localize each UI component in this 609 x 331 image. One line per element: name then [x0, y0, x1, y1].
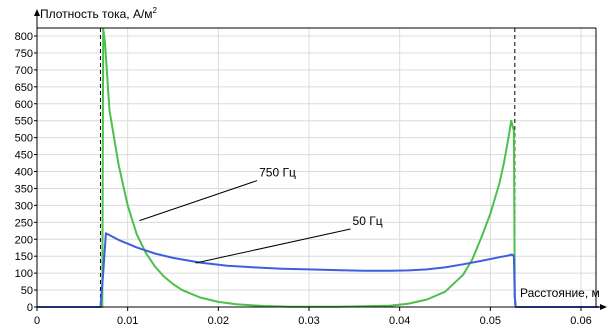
y-tick-label: 400	[15, 167, 33, 179]
y-tick-label: 500	[15, 133, 33, 145]
y-tick-label: 0	[27, 302, 33, 314]
axes	[34, 9, 607, 310]
y-tick-label: 450	[15, 150, 33, 162]
y-tick-label: 150	[15, 251, 33, 263]
x-axis-title: Расстояние, м	[520, 286, 600, 300]
x-tick-label: 0.05	[480, 315, 501, 327]
series-line	[37, 232, 600, 308]
y-tick-label: 200	[15, 234, 33, 246]
y-tick-label: 300	[15, 200, 33, 212]
y-tick-label: 600	[15, 99, 33, 111]
x-tick-label: 0.01	[117, 315, 138, 327]
y-axis-arrow	[34, 9, 40, 16]
y-tick-label: 250	[15, 217, 33, 229]
annotation-label: 50 Гц	[353, 214, 383, 228]
annotation-leader-line	[139, 180, 258, 222]
y-tick-label: 750	[15, 48, 33, 60]
x-axis-arrow	[600, 304, 607, 310]
y-axis-title: Плотность тока, А/м2	[40, 6, 158, 21]
y-axis-title-superscript: 2	[153, 6, 158, 15]
x-tick-label: 0.03	[298, 315, 319, 327]
annotation-leader-line	[195, 228, 351, 264]
y-tick-label: 700	[15, 65, 33, 77]
y-tick-label: 550	[15, 116, 33, 128]
y-tick-label: 800	[15, 31, 33, 43]
annotation-layer: 750 Гц 50 Гц	[139, 166, 383, 264]
y-axis-title-text: Плотность тока, А/м	[40, 7, 153, 21]
x-tick-label: 0.04	[389, 315, 410, 327]
y-tick-label: 350	[15, 183, 33, 195]
tick-labels: 0 50 100 150 200 250 300 350 400 450 500 550 600 650 7…	[15, 31, 592, 327]
x-tick-label: 0	[34, 315, 40, 327]
gridlines	[36, 28, 596, 308]
y-tick-label: 100	[15, 268, 33, 280]
x-tick-label: 0.02	[208, 315, 229, 327]
annotation-label: 750 Гц	[259, 166, 296, 180]
y-tick-label: 50	[21, 285, 33, 297]
y-tick-label: 650	[15, 82, 33, 94]
x-tick-label: 0.06	[570, 315, 591, 327]
